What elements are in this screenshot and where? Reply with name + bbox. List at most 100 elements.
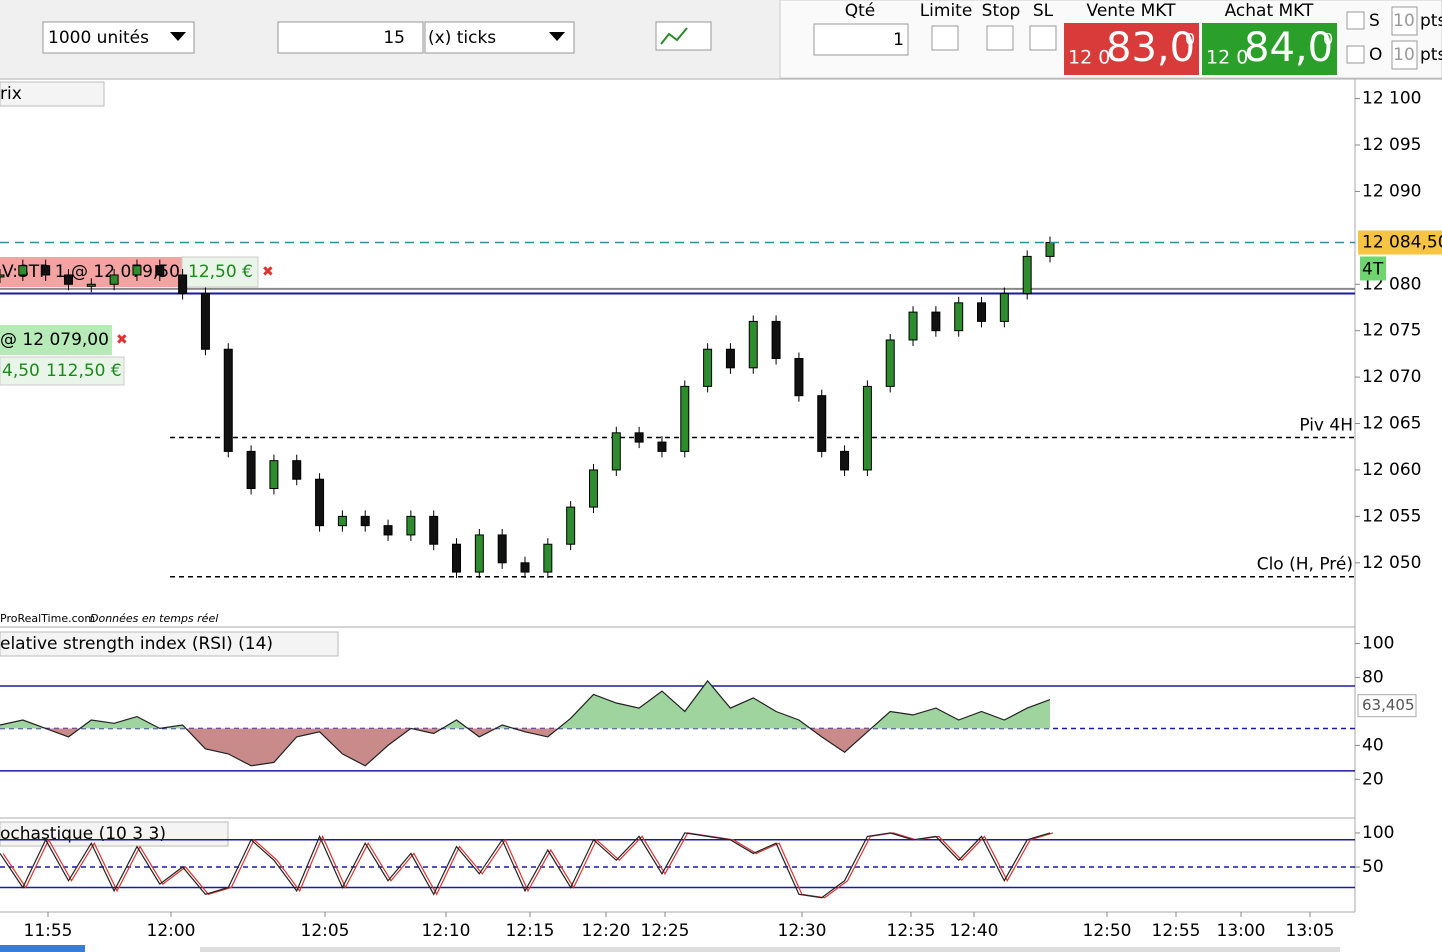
o-checkbox[interactable] (1346, 45, 1365, 64)
candle (18, 265, 28, 276)
ticks-unit: (x) ticks (428, 28, 496, 48)
s-checkbox[interactable] (1346, 11, 1365, 30)
candle (86, 283, 96, 287)
y-tick-label: 12 090 (1362, 181, 1421, 201)
candle (543, 543, 553, 573)
candle (132, 265, 142, 276)
limit-label: Limite (920, 1, 973, 21)
candle (771, 320, 781, 360)
last-box (1357, 694, 1417, 718)
panel-title-box (0, 631, 339, 657)
panel-title-box (0, 81, 105, 107)
s-label: S (1369, 11, 1380, 31)
buy-sup: 0 (1323, 30, 1333, 49)
s-input[interactable] (1391, 6, 1418, 36)
level-label: Clo (H, Pré) (1257, 555, 1353, 575)
y-tick-label: 12 050 (1362, 553, 1421, 573)
candle (406, 515, 416, 536)
y-tick-label: 12 055 (1362, 506, 1421, 526)
sell-main: 83,0 (1106, 25, 1195, 71)
x-tick-label: 12:20 (582, 921, 631, 941)
last-price: 12 084,50 (1362, 232, 1442, 252)
candle (1045, 241, 1055, 257)
icon (660, 27, 688, 45)
candle (1022, 255, 1032, 295)
limit-button[interactable] (931, 25, 959, 51)
sl-button[interactable] (1029, 25, 1057, 51)
candle (908, 311, 918, 341)
candle (817, 395, 827, 452)
position-a: 4,50 (2, 361, 40, 381)
x-tick-label: 12:15 (506, 921, 555, 941)
panel-title: elative strength index (RSI) (14) (0, 634, 273, 654)
ticks-count: 15 (383, 28, 405, 48)
ticks-select[interactable] (424, 21, 575, 54)
x-tick-label: 13:05 (1286, 921, 1335, 941)
arrow (549, 32, 565, 41)
candle (452, 543, 462, 573)
level-label: Piv 4H (1299, 415, 1353, 435)
candle (885, 339, 895, 387)
candle (977, 302, 987, 322)
units-select[interactable] (42, 21, 195, 54)
candle (748, 320, 758, 369)
candle (429, 515, 439, 545)
close-x[interactable]: ✖ (116, 332, 128, 348)
scrollbar[interactable] (0, 945, 85, 952)
sl-label: SL (1033, 1, 1054, 21)
buy-button[interactable] (1202, 23, 1337, 75)
position[interactable] (0, 325, 112, 355)
x-tick-label: 12:25 (641, 921, 690, 941)
candle (292, 460, 302, 480)
x-tick-label: 12:30 (778, 921, 827, 941)
candle (566, 506, 576, 545)
candle (862, 385, 872, 471)
last-price-box (1358, 230, 1442, 255)
watermark-site: ProRealTime.com (0, 612, 95, 625)
x-tick-label: 12:00 (147, 921, 196, 941)
position-pnl-box (0, 356, 125, 386)
candle (474, 534, 484, 573)
qty-label: Qté (845, 1, 876, 21)
s-pts: 10 (1393, 11, 1415, 31)
y-tick-label: 80 (1362, 668, 1384, 688)
sell-button[interactable] (1064, 23, 1199, 75)
close-x[interactable]: ✖ (262, 264, 274, 280)
y-tick-label: 12 095 (1362, 135, 1421, 155)
x-tick-label: 12:50 (1083, 921, 1132, 941)
candle (840, 450, 850, 471)
s-unit: pts (1420, 11, 1442, 31)
candle (794, 358, 804, 397)
ticks-input[interactable] (277, 21, 424, 54)
stop-label: Stop (982, 1, 1021, 21)
candle (246, 450, 256, 490)
qty-input[interactable] (813, 23, 909, 56)
candle (63, 274, 73, 285)
candle (634, 432, 644, 443)
candle (223, 348, 233, 452)
indicator-button[interactable] (655, 21, 712, 51)
x-tick-label: 13:00 (1217, 921, 1266, 941)
x-tick-label: 11:55 (24, 921, 73, 941)
scroll-track[interactable] (200, 947, 1340, 952)
x-tick-label: 12:05 (301, 921, 350, 941)
candle (999, 293, 1009, 322)
buy-prefix: 12 0 (1206, 47, 1248, 69)
candle (383, 525, 393, 536)
o-input[interactable] (1391, 40, 1418, 70)
candle (520, 562, 530, 573)
candle (680, 385, 690, 452)
panel-title: ochastique (10 3 3) (0, 824, 166, 844)
x-tick-label: 12:55 (1152, 921, 1201, 941)
candle (588, 469, 598, 508)
x-tick-label: 12:35 (887, 921, 936, 941)
candle (109, 274, 119, 285)
stop-button[interactable] (986, 25, 1014, 51)
candle (0, 274, 5, 278)
candle (931, 311, 941, 332)
y-tick-label: 12 065 (1362, 414, 1421, 434)
rsi-area-down (45, 728, 872, 766)
candle (178, 274, 188, 295)
stop-pnl-box (181, 256, 259, 288)
